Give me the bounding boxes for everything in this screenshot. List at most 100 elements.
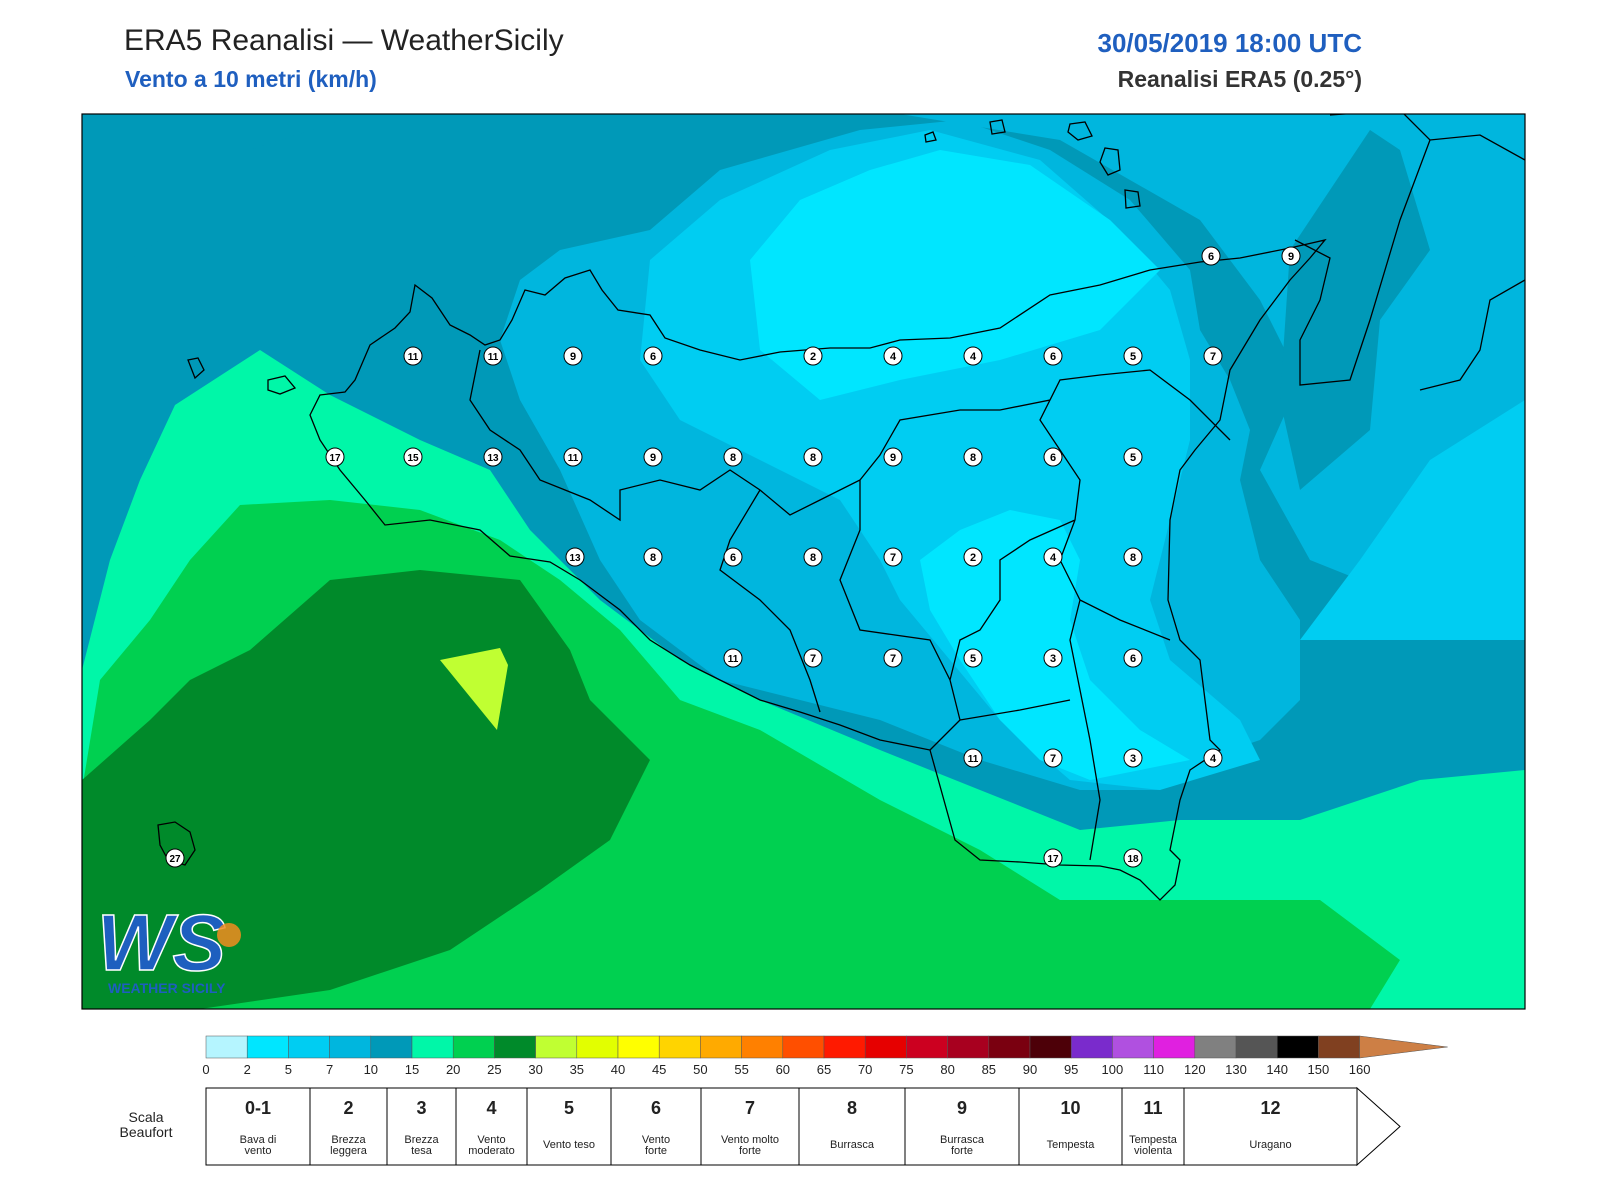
colorbar-tick: 20	[446, 1062, 460, 1077]
colorbar-swatch	[246, 1035, 289, 1059]
station-marker: 5	[1123, 346, 1143, 366]
beaufort-level: 5 Vento teso	[526, 1087, 612, 1166]
beaufort-name: Bava di vento	[240, 1134, 277, 1157]
station-circle	[963, 748, 983, 768]
colorbar-tick: 65	[817, 1062, 831, 1077]
station-marker: 3	[1043, 648, 1063, 668]
station-value: 7	[890, 552, 896, 564]
station-marker: 11	[963, 748, 983, 768]
valid-datetime: 30/05/2019 18:00 UTC	[1097, 28, 1362, 58]
beaufort-name: Brezza tesa	[404, 1134, 439, 1157]
station-circle	[1123, 648, 1143, 668]
colorbar-tick: 5	[285, 1062, 292, 1077]
station-marker: 6	[643, 346, 663, 366]
station-marker: 11	[403, 346, 423, 366]
beaufort-number: 2	[343, 1098, 353, 1118]
band-30-35	[440, 648, 508, 730]
coastlines-and-borders	[157, 114, 1525, 901]
station-circle	[1043, 447, 1063, 467]
colorbar-tick: 120	[1184, 1062, 1206, 1077]
favignana-island	[267, 375, 297, 395]
colorbar-tick: 85	[982, 1062, 996, 1077]
station-marker: 13	[565, 547, 585, 567]
beaufort-level: 6 Vento forte	[610, 1087, 702, 1166]
beaufort-arrow	[1356, 1086, 1401, 1167]
station-marker: 7	[1203, 346, 1223, 366]
beaufort-number: 0-1	[245, 1098, 271, 1118]
colorbar-tick: 2	[244, 1062, 251, 1077]
beaufort-name: Uragano	[1249, 1139, 1291, 1151]
station-circle	[563, 447, 583, 467]
station-circle	[643, 547, 663, 567]
colorbar-tick: 95	[1064, 1062, 1078, 1077]
station-value: 8	[810, 452, 816, 464]
station-value: 27	[169, 854, 181, 865]
colorbar-swatch	[906, 1035, 948, 1059]
station-value: 13	[569, 553, 581, 564]
beaufort-number: 10	[1060, 1098, 1080, 1118]
station-marker: 8	[803, 547, 823, 567]
station-marker: 6	[1123, 648, 1143, 668]
station-circle	[1123, 848, 1143, 868]
station-marker: 3	[1123, 748, 1143, 768]
colorbar-tick: 160	[1349, 1062, 1371, 1077]
station-circle	[1123, 547, 1143, 567]
colorbar-swatch	[329, 1035, 372, 1059]
station-value: 6	[1208, 251, 1214, 263]
colorbar-swatch	[1153, 1035, 1196, 1059]
station-value: 9	[650, 452, 656, 464]
colorbar-swatch	[658, 1035, 701, 1059]
beaufort-number: 8	[847, 1098, 857, 1118]
colorbar-tick: 55	[734, 1062, 748, 1077]
colorbar-swatch	[370, 1035, 413, 1059]
colorbar-swatch	[1194, 1035, 1237, 1059]
colorbar-tick: 40	[611, 1062, 625, 1077]
beaufort-name: Vento molto forte	[721, 1134, 779, 1157]
beaufort-cell	[1018, 1087, 1123, 1166]
station-circle	[1201, 246, 1221, 266]
colorbar-swatch	[288, 1035, 330, 1059]
station-value: 4	[890, 351, 897, 363]
beaufort-level: 12 Uragano	[1183, 1087, 1358, 1166]
logo-letters: WS	[97, 898, 226, 987]
station-marker: 4	[883, 346, 903, 366]
station-marker: 11	[563, 447, 583, 467]
beaufort-name: Tempesta violenta	[1129, 1134, 1178, 1157]
colorbar-tick: 7	[326, 1062, 333, 1077]
station-circle	[563, 346, 583, 366]
sicily-coastline	[309, 238, 1327, 901]
colorbar-tick: 90	[1023, 1062, 1037, 1077]
station-circle	[1043, 848, 1063, 868]
station-circle	[723, 547, 743, 567]
map-frame	[81, 113, 1526, 1010]
station-circle	[723, 648, 743, 668]
station-value: 6	[1050, 452, 1056, 464]
beaufort-number: 5	[564, 1098, 574, 1118]
band-25-30	[82, 570, 650, 1009]
colorbar-swatch	[823, 1035, 866, 1059]
beaufort-level: 4 Vento moderato	[455, 1087, 528, 1166]
colorbar-tick: 80	[940, 1062, 954, 1077]
station-circle	[1203, 346, 1223, 366]
station-value: 3	[1050, 653, 1056, 665]
logo-text: WEATHER SICILY	[108, 980, 226, 996]
station-marker: 13	[483, 447, 503, 467]
colorbar-tick: 25	[487, 1062, 501, 1077]
colorbar-tick: 50	[693, 1062, 707, 1077]
map-title: ERA5 Reanalisi — WeatherSicily	[124, 24, 564, 57]
station-value: 7	[890, 653, 896, 665]
colorbar-swatch	[1029, 1035, 1072, 1059]
station-value: 8	[650, 552, 656, 564]
colorbar-tick: 35	[570, 1062, 584, 1077]
station-value: 4	[970, 351, 977, 363]
station-marker: 9	[643, 447, 663, 467]
station-value: 11	[408, 352, 419, 363]
colorbar-tick: 45	[652, 1062, 666, 1077]
station-value: 5	[970, 653, 976, 665]
colorbar-swatch	[947, 1035, 990, 1059]
beaufort-level: 8 Burrasca	[798, 1087, 906, 1166]
station-value: 11	[968, 754, 979, 765]
beaufort-scale: 0-1 Bava di vento 2 Brezza leggera 3 Brezza tesa…	[205, 1086, 1401, 1167]
station-value: 8	[810, 552, 816, 564]
